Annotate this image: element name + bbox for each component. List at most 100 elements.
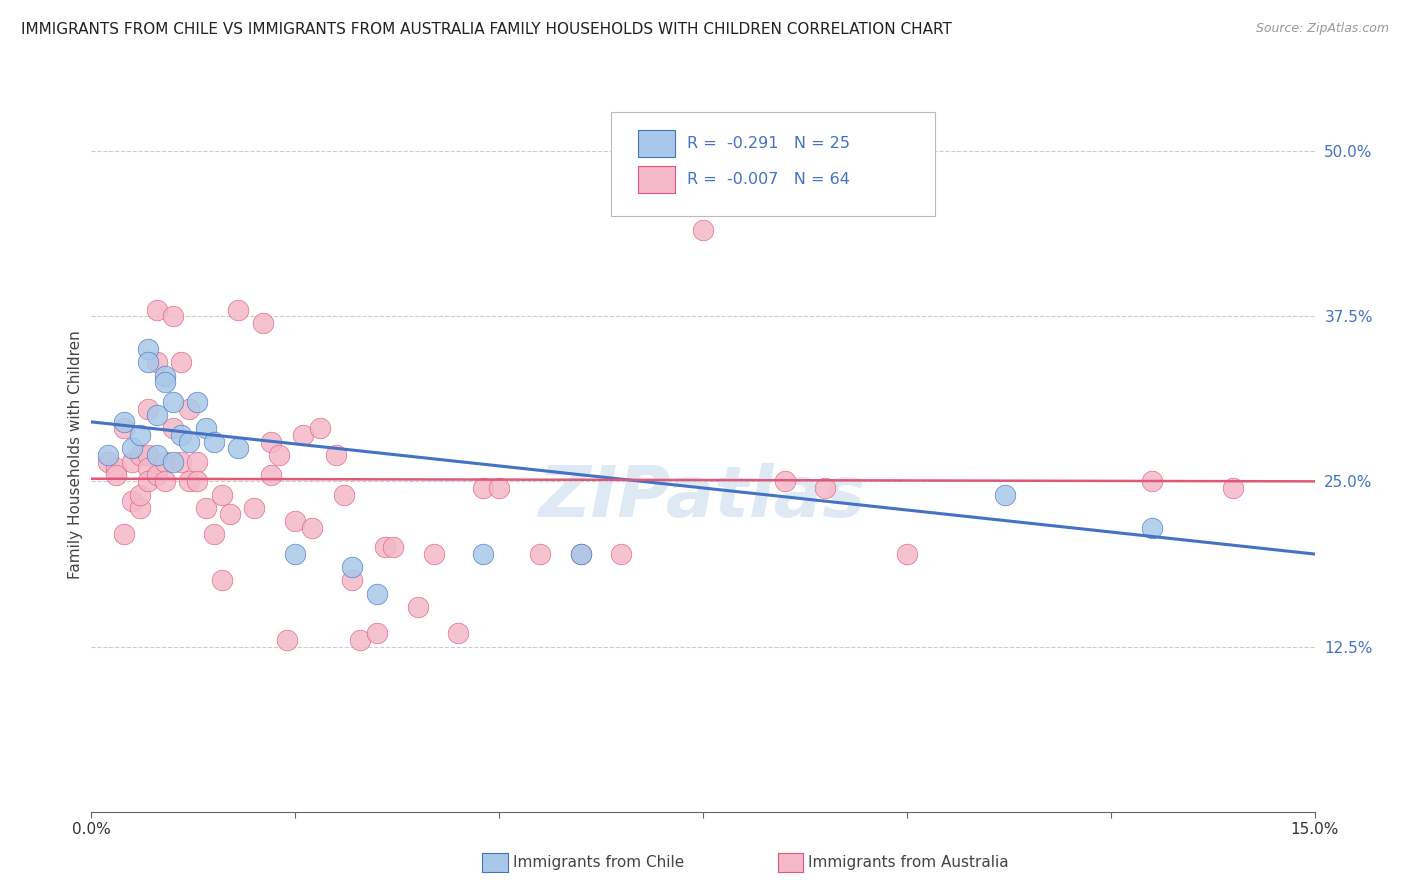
Point bbox=[145, 355, 167, 369]
Point bbox=[129, 448, 152, 462]
Text: IMMIGRANTS FROM CHILE VS IMMIGRANTS FROM AUSTRALIA FAMILY HOUSEHOLDS WITH CHILDR: IMMIGRANTS FROM CHILE VS IMMIGRANTS FROM… bbox=[21, 22, 952, 37]
Point bbox=[170, 355, 193, 369]
Point bbox=[162, 395, 184, 409]
Bar bbox=[638, 166, 675, 193]
Point bbox=[179, 401, 201, 416]
Point bbox=[284, 514, 307, 528]
Point bbox=[186, 395, 208, 409]
Point bbox=[153, 368, 176, 383]
Text: Immigrants from Chile: Immigrants from Chile bbox=[513, 855, 685, 870]
Point bbox=[366, 587, 388, 601]
Point bbox=[153, 376, 176, 390]
Point bbox=[406, 599, 429, 614]
Point bbox=[610, 547, 633, 561]
Point bbox=[773, 475, 796, 489]
Point bbox=[447, 626, 470, 640]
Point bbox=[138, 401, 160, 416]
Point bbox=[529, 547, 551, 561]
Point bbox=[471, 481, 494, 495]
Point bbox=[138, 342, 160, 356]
Point bbox=[342, 560, 364, 574]
Point bbox=[252, 316, 274, 330]
Point bbox=[112, 421, 135, 435]
Point bbox=[129, 487, 152, 501]
Point bbox=[219, 508, 242, 522]
Point bbox=[211, 487, 233, 501]
Point bbox=[112, 527, 135, 541]
Point bbox=[243, 500, 266, 515]
Point bbox=[145, 467, 167, 482]
Text: Source: ZipAtlas.com: Source: ZipAtlas.com bbox=[1256, 22, 1389, 36]
Point bbox=[569, 547, 592, 561]
Point bbox=[145, 302, 167, 317]
Bar bbox=[638, 129, 675, 157]
Point bbox=[1140, 475, 1163, 489]
Point bbox=[138, 475, 160, 489]
Point bbox=[267, 448, 290, 462]
Point bbox=[194, 421, 217, 435]
Point bbox=[896, 547, 918, 561]
Point bbox=[471, 547, 494, 561]
Point bbox=[104, 461, 127, 475]
Point bbox=[145, 448, 167, 462]
Point bbox=[121, 494, 143, 508]
Point bbox=[104, 467, 127, 482]
Point bbox=[226, 442, 249, 456]
Point bbox=[112, 415, 135, 429]
Point bbox=[186, 475, 208, 489]
Point bbox=[97, 454, 120, 468]
Text: R =  -0.291   N = 25: R = -0.291 N = 25 bbox=[688, 136, 851, 151]
FancyBboxPatch shape bbox=[612, 112, 935, 216]
Point bbox=[170, 428, 193, 442]
Point bbox=[138, 355, 160, 369]
Point bbox=[308, 421, 330, 435]
Point bbox=[569, 547, 592, 561]
Point bbox=[342, 574, 364, 588]
Point bbox=[162, 421, 184, 435]
Point bbox=[202, 527, 225, 541]
Text: Immigrants from Australia: Immigrants from Australia bbox=[808, 855, 1010, 870]
Point bbox=[138, 461, 160, 475]
Point bbox=[121, 454, 143, 468]
Point bbox=[814, 481, 837, 495]
Point bbox=[284, 547, 307, 561]
Point bbox=[692, 223, 714, 237]
Text: R =  -0.007   N = 64: R = -0.007 N = 64 bbox=[688, 172, 851, 187]
Point bbox=[145, 409, 167, 423]
Y-axis label: Family Households with Children: Family Households with Children bbox=[67, 331, 83, 579]
Point bbox=[374, 541, 396, 555]
Point bbox=[276, 632, 298, 647]
Point bbox=[97, 448, 120, 462]
Point bbox=[423, 547, 446, 561]
Point bbox=[186, 454, 208, 468]
Point bbox=[488, 481, 510, 495]
Point bbox=[260, 434, 283, 449]
Point bbox=[994, 487, 1017, 501]
Point bbox=[211, 574, 233, 588]
Point bbox=[179, 475, 201, 489]
Point bbox=[162, 309, 184, 323]
Point bbox=[138, 448, 160, 462]
Point bbox=[292, 428, 315, 442]
Point bbox=[366, 626, 388, 640]
Point bbox=[202, 434, 225, 449]
Point bbox=[382, 541, 405, 555]
Point bbox=[170, 454, 193, 468]
Point bbox=[349, 632, 371, 647]
Point bbox=[162, 454, 184, 468]
Point bbox=[301, 520, 323, 534]
Point bbox=[1140, 520, 1163, 534]
Point bbox=[153, 475, 176, 489]
Point bbox=[129, 428, 152, 442]
Point bbox=[260, 467, 283, 482]
Point bbox=[179, 434, 201, 449]
Point bbox=[121, 442, 143, 456]
Text: ZIPatlas: ZIPatlas bbox=[540, 463, 866, 533]
Point bbox=[1222, 481, 1244, 495]
Point bbox=[333, 487, 356, 501]
Point bbox=[129, 500, 152, 515]
Point bbox=[194, 500, 217, 515]
Point bbox=[325, 448, 347, 462]
Point bbox=[226, 302, 249, 317]
Point bbox=[153, 454, 176, 468]
